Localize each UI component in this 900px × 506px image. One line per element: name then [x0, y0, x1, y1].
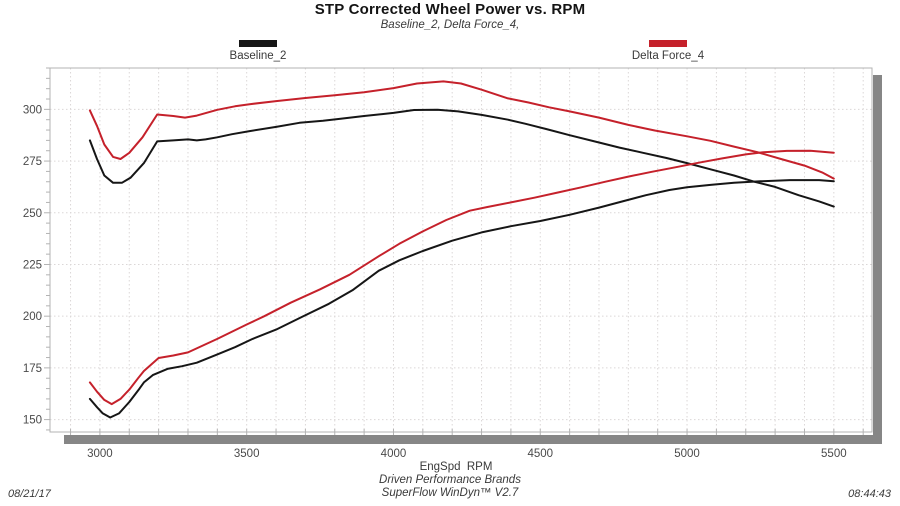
y-tick-label: 150 [23, 415, 42, 427]
date-stamp: 08/21/17 [8, 488, 51, 500]
x-tick-label: 3500 [234, 448, 260, 460]
y-tick-label: 175 [23, 363, 42, 375]
curve-delta-force-4-upper [88, 80, 835, 180]
plot-shadow-right [873, 75, 882, 444]
y-tick-label: 225 [23, 259, 42, 271]
chart-subtitle: Baseline_2, Delta Force_4, [380, 19, 520, 31]
x-tick-label: 4500 [527, 448, 553, 460]
x-tick-label: 5000 [674, 448, 700, 460]
curve-baseline-2-upper [88, 108, 835, 208]
legend-swatch-baseline-2 [239, 40, 277, 47]
legend-swatch-delta-force-4 [649, 40, 687, 47]
x-tick-label: 4000 [381, 448, 407, 460]
curve-baseline-2-lower [88, 179, 835, 419]
chart-title: STP Corrected Wheel Power vs. RPM [314, 1, 586, 18]
footer-software: SuperFlow WinDyn™ V2.7 [381, 487, 519, 499]
legend-label-delta-force-4: Delta Force_4 [631, 50, 705, 62]
legend-baseline-2: Baseline_2 [193, 40, 323, 62]
x-tick-label: 5500 [821, 448, 847, 460]
legend-delta-force-4: Delta Force_4 [603, 40, 733, 62]
y-tick-label: 200 [23, 311, 42, 323]
plot-shadow-bottom [64, 435, 882, 444]
plot-border [49, 67, 873, 433]
y-tick-label: 250 [23, 208, 42, 220]
x-tick-label: 3000 [87, 448, 113, 460]
curve-delta-force-4-lower [88, 149, 835, 406]
footer-brand: Driven Performance Brands [379, 474, 521, 486]
y-tick-label: 300 [23, 104, 42, 116]
time-stamp: 08:44:43 [848, 488, 891, 500]
x-axis-label: EngSpd RPM [419, 461, 493, 473]
legend-label-baseline-2: Baseline_2 [229, 50, 287, 62]
y-tick-label: 275 [23, 156, 42, 168]
